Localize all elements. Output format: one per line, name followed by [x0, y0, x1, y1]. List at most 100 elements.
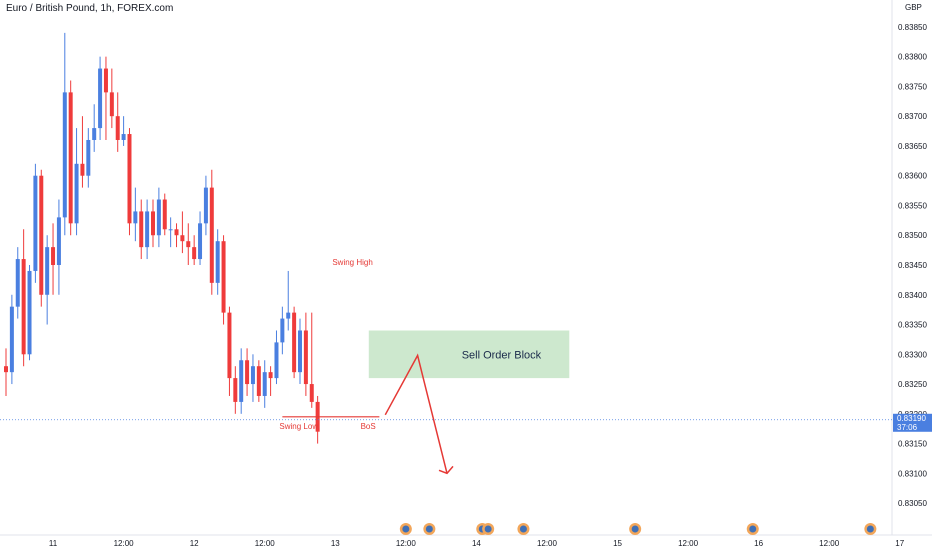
candle-body[interactable] [298, 330, 302, 373]
candle-body[interactable] [80, 163, 85, 176]
x-tick-label: 12:00 [678, 539, 699, 548]
y-tick-label: 0.83650 [898, 142, 927, 151]
candle-body[interactable] [268, 372, 273, 379]
projection-arrow-head [438, 465, 454, 475]
event-marker-icon-center [519, 525, 527, 533]
x-tick-label: 12:00 [819, 539, 840, 548]
event-marker-icon-center [484, 525, 492, 533]
candle-body[interactable] [156, 199, 161, 236]
y-tick-label: 0.83150 [898, 440, 927, 449]
candle-body[interactable] [168, 229, 173, 231]
x-tick-label: 15 [613, 539, 622, 548]
x-tick-label: 13 [331, 539, 340, 548]
last-price-countdown: 37:06 [897, 423, 918, 432]
projection-arrow-path [384, 353, 448, 474]
candle-body[interactable] [245, 360, 250, 385]
y-tick-label: 0.83250 [898, 380, 927, 389]
candle-body[interactable] [74, 163, 79, 224]
sell-order-block-zone[interactable] [368, 330, 570, 379]
candle-body[interactable] [103, 68, 108, 93]
candle-body[interactable] [62, 92, 67, 218]
candle-body[interactable] [51, 247, 56, 265]
candle-body[interactable] [203, 187, 208, 224]
candle-body[interactable] [133, 211, 138, 224]
y-tick-label: 0.83400 [898, 291, 927, 300]
candle-body[interactable] [198, 223, 203, 260]
candle-body[interactable] [250, 366, 255, 385]
y-tick-label: 0.83300 [898, 350, 927, 359]
last-price-value: 0.83190 [897, 414, 926, 423]
candle-body[interactable] [21, 259, 26, 355]
currency-label: GBP [905, 3, 922, 12]
candle-body[interactable] [221, 241, 226, 313]
candle-body[interactable] [292, 312, 297, 373]
event-marker-icon-center [631, 525, 639, 533]
y-tick-label: 0.83050 [898, 499, 927, 508]
candle-body[interactable] [303, 330, 308, 385]
candle-body[interactable] [39, 175, 44, 295]
candle-body[interactable] [192, 247, 197, 260]
candle-body[interactable] [233, 378, 238, 402]
y-tick-label: 0.83700 [898, 112, 927, 121]
x-tick-label: 17 [895, 539, 904, 548]
candle-body[interactable] [262, 372, 267, 396]
x-tick-label: 14 [472, 539, 481, 548]
candle-body[interactable] [151, 211, 155, 236]
candle-body[interactable] [309, 384, 314, 402]
candle-body[interactable] [27, 270, 32, 355]
y-tick-label: 0.83750 [898, 82, 927, 91]
last-price-tag [893, 413, 932, 432]
chart-title: Euro / British Pound, 1h, FOREX.com [6, 3, 174, 14]
candle-body[interactable] [56, 217, 61, 265]
candle-body[interactable] [256, 366, 261, 396]
candle-body[interactable] [92, 128, 97, 140]
candle-body[interactable] [15, 259, 20, 307]
candle-body[interactable] [121, 134, 126, 140]
y-tick-label: 0.83450 [898, 261, 927, 270]
candle-body[interactable] [209, 187, 214, 283]
y-tick-label: 0.83550 [898, 201, 927, 210]
y-tick-label: 0.83850 [898, 23, 927, 32]
candle-body[interactable] [109, 92, 114, 117]
x-tick-label: 11 [49, 539, 58, 548]
candle-body[interactable] [98, 68, 103, 129]
x-tick-label: 12 [190, 539, 199, 548]
y-tick-label: 0.83800 [898, 53, 927, 62]
candle-body[interactable] [45, 247, 50, 295]
candle-body[interactable] [227, 312, 232, 379]
candle-body[interactable] [239, 360, 244, 402]
candle-body[interactable] [286, 312, 291, 319]
candle-body[interactable] [274, 342, 279, 379]
candle-body[interactable] [4, 366, 8, 373]
y-tick-label: 0.83600 [898, 172, 927, 181]
event-marker-icon-center [425, 525, 433, 533]
y-tick-label: 0.83100 [898, 469, 927, 478]
candle-body[interactable] [215, 241, 220, 283]
event-marker-icon-center [402, 525, 410, 533]
candle-body[interactable] [127, 134, 132, 224]
candle-body[interactable] [186, 241, 191, 248]
candle-body[interactable] [68, 92, 73, 224]
candle-body[interactable] [174, 229, 179, 236]
candle-body[interactable] [115, 116, 120, 140]
candle-body[interactable] [9, 306, 14, 373]
candle-body[interactable] [145, 211, 150, 248]
candle-body[interactable] [86, 139, 91, 176]
x-tick-label: 12:00 [255, 539, 276, 548]
candle-body[interactable] [280, 318, 285, 343]
candle-body[interactable] [33, 175, 38, 271]
x-tick-label: 12:00 [396, 539, 417, 548]
swing-low-label: Swing Low [279, 422, 318, 431]
y-tick-label: 0.83500 [898, 231, 927, 240]
x-tick-label: 12:00 [114, 539, 135, 548]
bos-label: BoS [361, 422, 376, 431]
event-marker-icon-center [866, 525, 874, 533]
sell-order-block-label: Sell Order Block [462, 349, 542, 361]
x-tick-label: 16 [754, 539, 763, 548]
candle-body[interactable] [162, 199, 167, 230]
candle-body[interactable] [139, 211, 144, 248]
event-marker-icon-center [749, 525, 757, 533]
candle-body[interactable] [180, 235, 185, 242]
x-tick-label: 12:00 [537, 539, 558, 548]
